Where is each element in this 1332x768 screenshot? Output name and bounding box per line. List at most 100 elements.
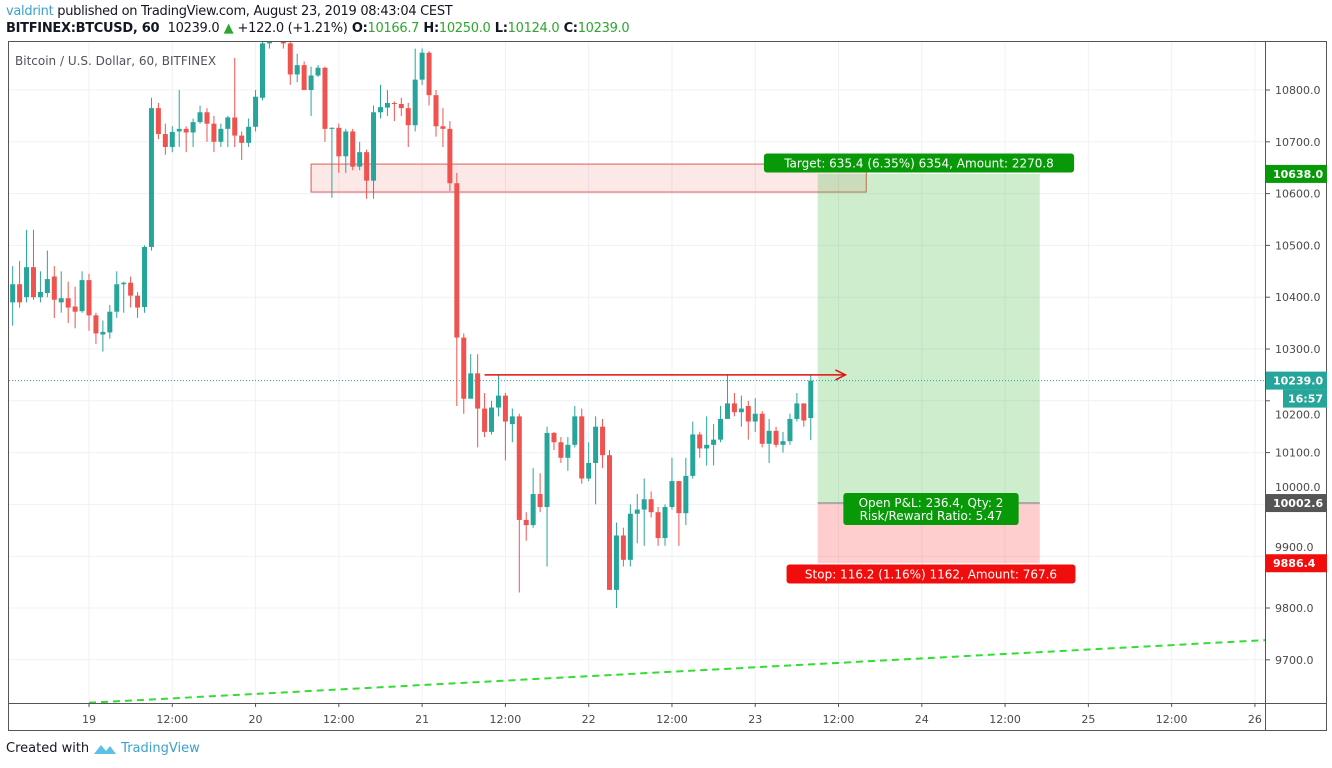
candle	[280, 42, 286, 49]
candle	[787, 413, 793, 445]
open-value: 10166.7	[367, 21, 420, 36]
candle-body	[586, 462, 592, 479]
candle	[398, 97, 404, 116]
candle-body	[475, 373, 481, 409]
last-price-tag-bg	[1266, 371, 1327, 390]
candle-body	[752, 413, 758, 422]
candle	[211, 115, 217, 153]
candle-body	[579, 416, 585, 479]
target-price-tag-text: 10638.0	[1273, 168, 1323, 181]
candle	[412, 48, 418, 132]
candle-body	[162, 134, 168, 147]
candle-body	[260, 43, 265, 98]
candle-body	[801, 403, 807, 421]
candle-body	[301, 65, 307, 90]
candle	[58, 271, 64, 313]
y-tick-label: 9900.0	[1275, 541, 1314, 554]
candle-body	[377, 107, 383, 113]
candle-body	[495, 395, 501, 408]
candle-body	[766, 430, 772, 444]
candle	[613, 522, 619, 608]
last-price: 10239.0	[167, 21, 220, 36]
candle-body	[558, 442, 564, 458]
candle-body	[58, 298, 64, 303]
candle	[718, 405, 724, 443]
chart-title: Bitcoin / U.S. Dollar, 60, BITFINEX	[15, 54, 216, 68]
candle	[551, 431, 557, 451]
tradingview-logo-icon	[94, 744, 117, 754]
candle-body	[808, 380, 814, 419]
x-tick-label: 23	[748, 713, 762, 726]
candle-body	[731, 403, 737, 413]
entry-price-tag-text: 10002.6	[1273, 497, 1323, 510]
y-tick-label: 10800.0	[1275, 84, 1321, 97]
candle	[274, 7, 279, 38]
candle	[114, 271, 120, 318]
candle-body	[523, 519, 529, 526]
candle	[336, 123, 342, 173]
candle-body	[37, 292, 43, 298]
candle	[308, 66, 314, 116]
pnl-label-text: Risk/Reward Ratio: 5.47	[860, 509, 1003, 523]
candle-body	[183, 128, 189, 133]
candle	[169, 126, 175, 153]
y-tick-label: 9800.0	[1275, 602, 1314, 615]
x-tick-label: 24	[915, 713, 929, 726]
candle-body	[142, 246, 148, 308]
candle-body	[211, 123, 217, 142]
x-tick-label: 22	[582, 713, 596, 726]
candle	[620, 527, 626, 567]
candle	[350, 128, 356, 171]
candle-body	[10, 284, 16, 303]
candle	[697, 431, 703, 458]
candle	[107, 304, 113, 339]
candle	[704, 416, 710, 466]
tradingview-link[interactable]: TradingView	[121, 741, 200, 756]
candle	[142, 245, 148, 313]
candle-body	[544, 432, 550, 507]
candle	[766, 418, 772, 463]
candle	[711, 424, 717, 466]
chart-frame	[8, 41, 1327, 731]
candle-body	[65, 298, 71, 308]
candle	[738, 395, 744, 427]
candle-body	[79, 280, 85, 312]
candle-body	[322, 67, 328, 129]
trendline	[88, 639, 1265, 703]
close-label: C:	[563, 21, 578, 36]
candle	[384, 90, 390, 116]
candle-body	[724, 403, 730, 419]
candle-body	[246, 126, 252, 143]
y-tick-label: 10000.0	[1275, 481, 1321, 494]
candle-body	[780, 441, 786, 445]
candle	[759, 411, 765, 448]
candle	[364, 149, 370, 199]
candle-body	[294, 65, 300, 75]
candle-body	[489, 407, 495, 432]
x-tick-label: 12:00	[823, 713, 855, 726]
candle-body	[468, 373, 474, 399]
candle-body	[287, 43, 293, 75]
candle-body	[454, 183, 460, 338]
candle	[565, 437, 571, 471]
candle-body	[718, 418, 724, 440]
pnl-label-bg	[843, 493, 1019, 525]
candle-body	[516, 416, 522, 520]
candle-body	[169, 131, 175, 147]
candle	[655, 506, 661, 546]
candle	[454, 172, 460, 406]
candle	[600, 418, 606, 469]
candle-body	[336, 127, 342, 157]
candle	[530, 468, 536, 528]
stop-label: Stop: 116.2 (1.16%) 1162, Amount: 767.6	[786, 564, 1076, 584]
candle	[461, 333, 467, 414]
candle-body	[357, 152, 363, 167]
candle-body	[51, 276, 57, 300]
candle-body	[509, 416, 515, 425]
candle-body	[634, 509, 640, 514]
candle-body	[787, 418, 793, 442]
x-tick-label: 12:00	[989, 713, 1021, 726]
author-link[interactable]: valdrint	[6, 4, 54, 19]
candle-body	[690, 434, 696, 476]
